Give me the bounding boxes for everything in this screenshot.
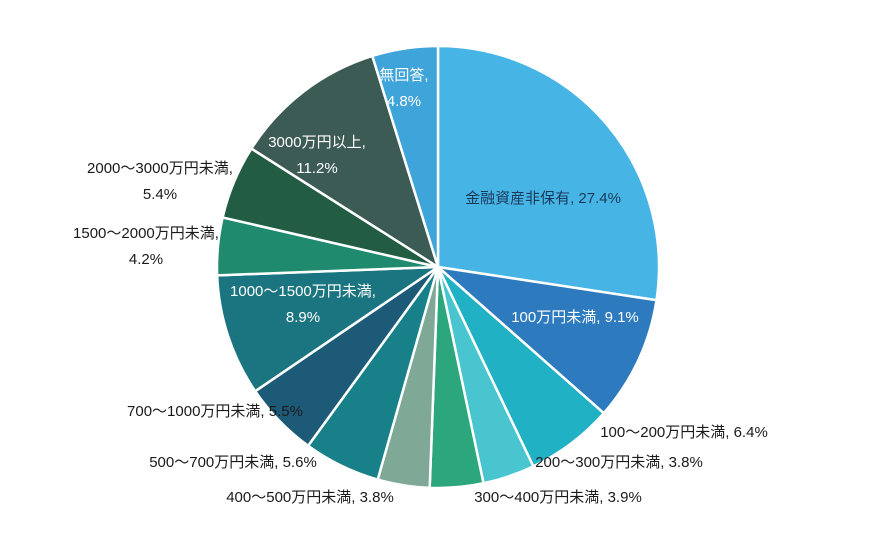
pie-slice-13 bbox=[371, 44, 440, 269]
pie-slice-2 bbox=[436, 265, 658, 415]
slice-label-10: 1500〜2000万円未満, 4.2% bbox=[73, 225, 219, 268]
slice-label-8: 700〜1000万円未満, 5.5% bbox=[127, 403, 303, 420]
slice-label-7: 500〜700万円未満, 5.6% bbox=[149, 454, 317, 471]
slice-label-3: 100〜200万円未満, 6.4% bbox=[600, 424, 768, 441]
slice-label-5: 300〜400万円未満, 3.9% bbox=[474, 489, 642, 506]
slice-label-6: 400〜500万円未満, 3.8% bbox=[226, 489, 394, 506]
slice-label-11: 2000〜3000万円未満, 5.4% bbox=[87, 160, 233, 203]
slice-label-9: 1000〜1500万円未満, 8.9% bbox=[230, 283, 376, 326]
pie-slice-1 bbox=[436, 44, 661, 302]
slice-label-13: 無回答, 4.8% bbox=[379, 67, 428, 110]
slice-label-1: 金融資産非保有, 27.4% bbox=[465, 190, 621, 207]
pie-slice-9 bbox=[215, 265, 440, 393]
slice-label-12: 3000万円以上, 11.2% bbox=[268, 134, 366, 177]
slice-label-2: 100万円未満, 9.1% bbox=[511, 309, 639, 326]
pie-slice-12 bbox=[250, 54, 440, 269]
slice-label-4: 200〜300万円未満, 3.8% bbox=[535, 454, 703, 471]
